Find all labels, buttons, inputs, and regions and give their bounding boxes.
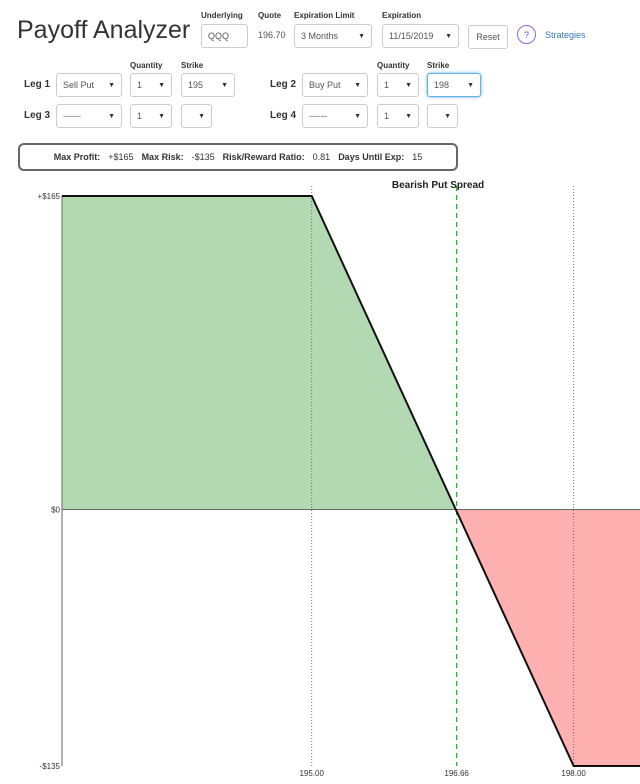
expiration-label: Expiration xyxy=(382,11,422,20)
leg-strike-select[interactable]: ▼ xyxy=(181,104,212,128)
y-tick-label: +$165 xyxy=(38,192,61,201)
caret-down-icon: ▼ xyxy=(158,112,165,120)
exp-limit-select[interactable]: 3 Months ▼ xyxy=(294,24,372,48)
leg-type-value: Sell Put xyxy=(63,80,95,90)
x-tick-label: 195.00 xyxy=(299,769,324,778)
caret-down-icon: ▼ xyxy=(354,81,361,89)
max-risk-value: -$135 xyxy=(191,152,215,162)
leg-quantity-select[interactable]: 1 ▼ xyxy=(377,73,419,97)
caret-down-icon: ▼ xyxy=(444,112,451,120)
leg-type-value: ------ xyxy=(63,111,81,121)
caret-down-icon: ▼ xyxy=(467,81,474,89)
leg-type-select[interactable]: ------ ▼ xyxy=(302,104,368,128)
leg-label: Leg 2 xyxy=(270,79,297,90)
leg-label: Leg 3 xyxy=(24,110,51,121)
expiration-value: 11/15/2019 xyxy=(389,31,434,41)
caret-down-icon: ▼ xyxy=(354,112,361,120)
strike-label: Strike xyxy=(427,61,450,70)
reset-button[interactable]: Reset xyxy=(468,25,508,49)
rr-label: Risk/Reward Ratio: xyxy=(222,152,305,162)
max-risk-label: Max Risk: xyxy=(141,152,184,162)
caret-down-icon: ▼ xyxy=(198,112,205,120)
caret-down-icon: ▼ xyxy=(358,32,365,40)
help-icon[interactable]: ? xyxy=(517,25,536,44)
days-value: 15 xyxy=(412,152,423,162)
caret-down-icon: ▼ xyxy=(158,81,165,89)
underlying-input[interactable]: QQQ xyxy=(201,24,248,48)
exp-limit-value: 3 Months xyxy=(301,31,339,41)
loss-area xyxy=(456,509,640,766)
strike-label: Strike xyxy=(181,61,204,70)
leg-quantity-value: 1 xyxy=(384,80,390,90)
strategies-link[interactable]: Strategies xyxy=(545,30,586,40)
leg-label: Leg 1 xyxy=(24,79,51,90)
leg-quantity-select[interactable]: 1 ▼ xyxy=(130,73,172,97)
days-label: Days Until Exp: xyxy=(338,152,405,162)
caret-down-icon: ▼ xyxy=(108,81,115,89)
leg-quantity-value: 1 xyxy=(137,111,143,121)
leg-type-select[interactable]: Buy Put ▼ xyxy=(302,73,368,97)
page-title: Payoff Analyzer xyxy=(17,16,191,44)
leg-quantity-select[interactable]: 1 ▼ xyxy=(377,104,419,128)
quote-value: 196.70 xyxy=(258,30,286,40)
caret-down-icon: ▼ xyxy=(405,112,412,120)
caret-down-icon: ▼ xyxy=(221,81,228,89)
caret-down-icon: ▼ xyxy=(108,112,115,120)
leg-strike-select[interactable]: 195 ▼ xyxy=(181,73,235,97)
leg-strike-value: 195 xyxy=(188,80,204,90)
leg-type-value: ------ xyxy=(309,111,327,121)
caret-down-icon: ▼ xyxy=(405,81,412,89)
payoff-chart: 195.00 196.66 198.00 +$165 $0 -$135 Bearish Pu… xyxy=(38,180,640,778)
quantity-label: Quantity xyxy=(130,61,163,70)
leg-strike-value: 198 xyxy=(434,80,450,90)
expiration-select[interactable]: 11/15/2019 ▼ xyxy=(382,24,459,48)
leg-quantity-value: 1 xyxy=(137,80,143,90)
y-tick-label: -$135 xyxy=(40,762,61,771)
chart-title: Bearish Put Spread xyxy=(392,180,484,191)
caret-down-icon: ▼ xyxy=(445,32,452,40)
leg-label: Leg 4 xyxy=(270,110,297,121)
max-profit-value: +$165 xyxy=(108,152,134,162)
leg-quantity-value: 1 xyxy=(384,111,390,121)
max-profit-label: Max Profit: xyxy=(53,152,101,162)
exp-limit-label: Expiration Limit xyxy=(294,11,355,20)
leg-quantity-select[interactable]: 1 ▼ xyxy=(130,104,172,128)
leg-type-value: Buy Put xyxy=(309,80,341,90)
x-tick-label: 198.00 xyxy=(561,769,586,778)
rr-value: 0.81 xyxy=(312,152,331,162)
leg-strike-select[interactable]: 198 ▼ xyxy=(427,73,481,97)
payoff-line xyxy=(62,195,640,767)
summary-box: Max Profit: +$165 Max Risk: -$135 Risk/Rew… xyxy=(18,143,458,171)
profit-area xyxy=(62,196,457,510)
quantity-label: Quantity xyxy=(377,61,410,70)
leg-strike-select[interactable]: ▼ xyxy=(427,104,458,128)
quote-label: Quote xyxy=(258,11,282,20)
x-tick-label: 196.66 xyxy=(444,769,469,778)
leg-type-select[interactable]: ------ ▼ xyxy=(56,104,122,128)
underlying-label: Underlying xyxy=(201,11,243,20)
y-tick-label: $0 xyxy=(51,506,60,515)
leg-type-select[interactable]: Sell Put ▼ xyxy=(56,73,122,97)
